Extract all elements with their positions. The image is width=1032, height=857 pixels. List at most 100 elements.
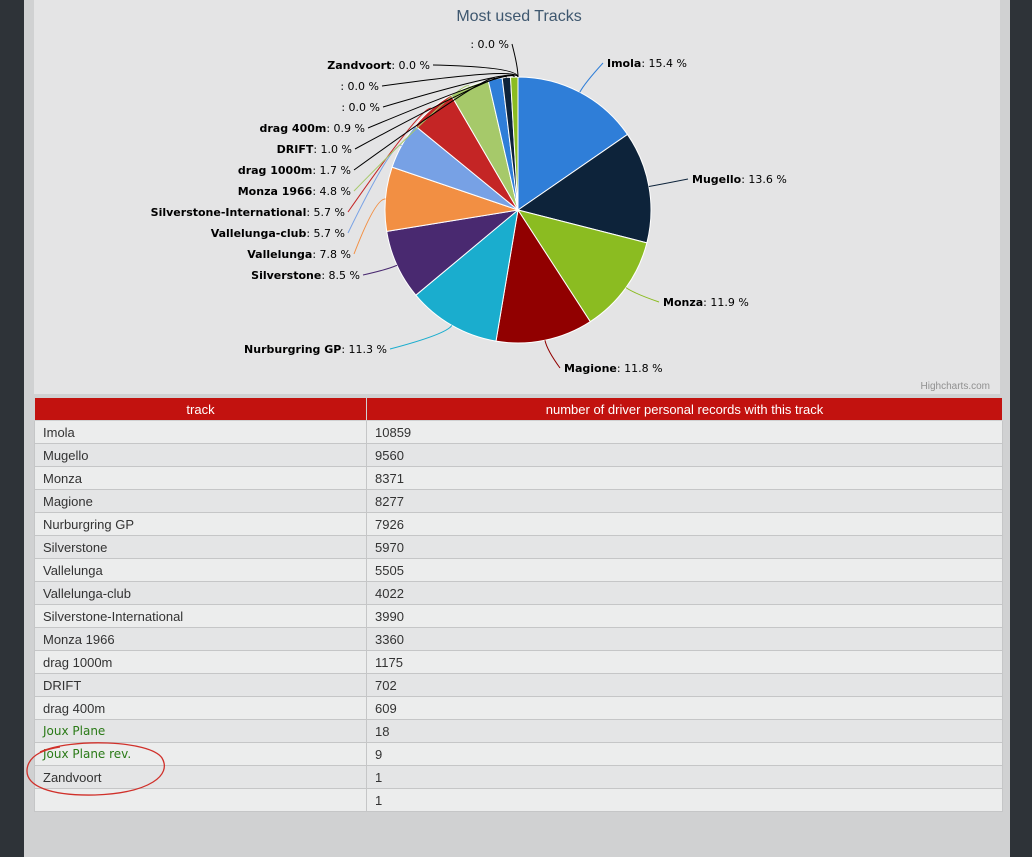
- pie-chart-panel: Most used Tracks Imola: 15.4 % Mugello: 1…: [34, 0, 1000, 394]
- slice-label-value: : 0.0 %: [391, 59, 430, 72]
- pie-slice[interactable]: [495, 208, 591, 344]
- record-count-cell: 3360: [366, 627, 1003, 651]
- slice-label: Mugello: 13.6 %: [692, 173, 787, 186]
- table-row: Joux Plane rev. 9: [34, 742, 1003, 766]
- slice-label: Nurburgring GP: 11.3 %: [244, 343, 387, 356]
- track-name-cell: drag 400m: [34, 696, 367, 720]
- slice-label: : 0.0 %: [470, 38, 509, 51]
- record-count-cell: 1: [366, 765, 1003, 789]
- slice-label-name: Zandvoort: [327, 59, 391, 72]
- track-name-cell: Nurburgring GP: [34, 512, 367, 536]
- track-name-cell: Joux Plane: [34, 719, 367, 743]
- tracks-table: track number of driver personal records …: [34, 397, 1003, 812]
- track-name-cell: DRIFT: [34, 673, 367, 697]
- table-row: drag 1000m 1175: [34, 650, 1003, 674]
- record-count-cell: 8371: [366, 466, 1003, 490]
- slice-label: Imola: 15.4 %: [607, 57, 687, 70]
- table-row: DRIFT 702: [34, 673, 1003, 697]
- slice-label-value: : 0.0 %: [340, 80, 379, 93]
- pie-slice[interactable]: [516, 209, 648, 323]
- slice-label-name: Silverstone-International: [151, 206, 307, 219]
- slice-label-name: Vallelunga: [247, 248, 312, 261]
- label-connector: [362, 264, 398, 276]
- slice-label: drag 400m: 0.9 %: [259, 122, 365, 135]
- record-count-cell: 7926: [366, 512, 1003, 536]
- slice-label: Silverstone-International: 5.7 %: [151, 206, 345, 219]
- label-connector: [544, 340, 561, 369]
- track-name-cell: Silverstone-International: [34, 604, 367, 628]
- slice-label-name: drag 1000m: [238, 164, 313, 177]
- record-count-cell: 609: [366, 696, 1003, 720]
- slice-label: Vallelunga: 7.8 %: [247, 248, 351, 261]
- table-row: drag 400m 609: [34, 696, 1003, 720]
- track-name-cell: Vallelunga: [34, 558, 367, 582]
- table-row: 1: [34, 788, 1003, 812]
- slice-label: Silverstone: 8.5 %: [251, 269, 360, 282]
- table-row: Monza 8371: [34, 466, 1003, 490]
- record-count-cell: 5970: [366, 535, 1003, 559]
- slice-label-value: : 0.9 %: [326, 122, 365, 135]
- track-name-cell: Monza 1966: [34, 627, 367, 651]
- record-count-cell: 10859: [366, 420, 1003, 444]
- chart-title: Most used Tracks: [456, 8, 581, 25]
- slice-label-value: : 11.3 %: [341, 343, 387, 356]
- slice-label: Monza: 11.9 %: [663, 296, 749, 309]
- table-row: Vallelunga-club 4022: [34, 581, 1003, 605]
- slice-label-name: Imola: [607, 57, 641, 70]
- pie-slice[interactable]: [415, 208, 519, 342]
- slice-label-value: : 11.8 %: [617, 362, 663, 375]
- slice-label: DRIFT: 1.0 %: [277, 143, 352, 156]
- column-header-records[interactable]: number of driver personal records with t…: [366, 397, 1003, 421]
- record-count-cell: 702: [366, 673, 1003, 697]
- column-header-track[interactable]: track: [34, 397, 367, 421]
- label-connector: [579, 62, 604, 93]
- slice-label-value: : 4.8 %: [312, 185, 351, 198]
- track-name-cell: drag 1000m: [34, 650, 367, 674]
- table-row: Silverstone 5970: [34, 535, 1003, 559]
- slice-label-value: : 15.4 %: [641, 57, 687, 70]
- label-connector: [432, 64, 519, 78]
- slice-label: drag 1000m: 1.7 %: [238, 164, 351, 177]
- slice-label-value: : 8.5 %: [321, 269, 360, 282]
- table-row: Vallelunga 5505: [34, 558, 1003, 582]
- slice-label: Zandvoort: 0.0 %: [327, 59, 430, 72]
- track-name-cell: Mugello: [34, 443, 367, 467]
- highcharts-credit[interactable]: Highcharts.com: [920, 381, 990, 392]
- track-name-cell: Silverstone: [34, 535, 367, 559]
- table-row: Silverstone-International 3990: [34, 604, 1003, 628]
- label-connector: [648, 178, 689, 188]
- label-connector: [625, 287, 660, 303]
- label-connector: [511, 43, 519, 78]
- slice-label-value: : 0.0 %: [470, 38, 509, 51]
- table-row: Monza 1966 3360: [34, 627, 1003, 651]
- pie-chart: Most used Tracks Imola: 15.4 %Mugello: 1…: [151, 8, 787, 375]
- slice-label-value: : 1.7 %: [312, 164, 351, 177]
- slice-label-name: Monza: [663, 296, 703, 309]
- slice-label-value: : 11.9 %: [703, 296, 749, 309]
- slice-label-name: Vallelunga-club: [211, 227, 307, 240]
- label-connector: [353, 77, 496, 171]
- table-row: Magione 8277: [34, 489, 1003, 513]
- slice-label-name: Mugello: [692, 173, 742, 186]
- track-name-cell: Joux Plane rev.: [34, 742, 367, 766]
- slice-label-value: : 5.7 %: [306, 227, 345, 240]
- track-name-cell: Vallelunga-club: [34, 581, 367, 605]
- track-name-cell: Magione: [34, 489, 367, 513]
- slice-label: Monza 1966: 4.8 %: [238, 185, 351, 198]
- record-count-cell: 5505: [366, 558, 1003, 582]
- slice-label-value: : 0.0 %: [341, 101, 380, 114]
- table-row: Zandvoort 1: [34, 765, 1003, 789]
- slice-label-value: : 5.7 %: [306, 206, 345, 219]
- record-count-cell: 8277: [366, 489, 1003, 513]
- label-connector: [347, 107, 433, 213]
- slice-label-name: Nurburgring GP: [244, 343, 341, 356]
- label-connector: [367, 75, 515, 129]
- slice-label-value: : 1.0 %: [313, 143, 352, 156]
- slice-label: Magione: 11.8 %: [564, 362, 663, 375]
- slice-label: : 0.0 %: [340, 80, 379, 93]
- slice-label-name: DRIFT: [277, 143, 314, 156]
- track-name-cell: Monza: [34, 466, 367, 490]
- slice-label-value: : 13.6 %: [741, 173, 787, 186]
- table-row: Imola 10859: [34, 420, 1003, 444]
- track-name-cell: [34, 788, 367, 812]
